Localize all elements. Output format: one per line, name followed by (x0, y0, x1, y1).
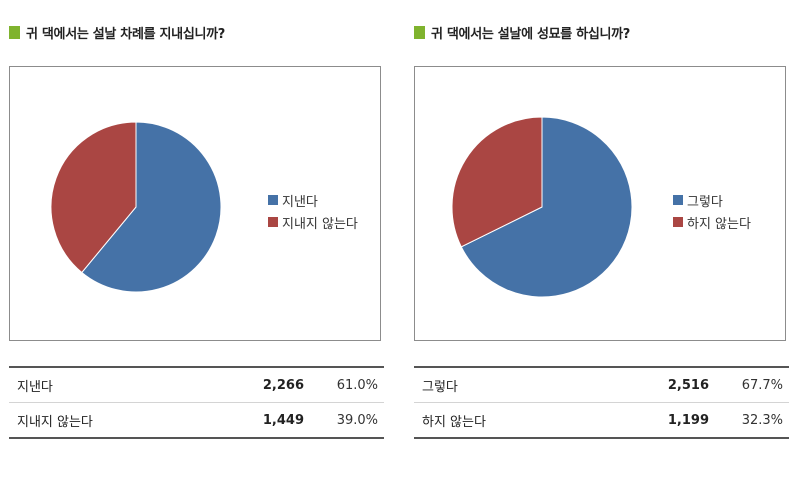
pie-slice-2 (451, 116, 543, 248)
row-percent: 67.7% (741, 377, 783, 393)
pie-slice-2 (50, 121, 137, 274)
pie-slice-1 (460, 116, 633, 298)
legend-label: 지내지 않는다 (282, 216, 358, 232)
row-count: 1,199 (667, 412, 709, 428)
row-label: 그렇다 (422, 379, 458, 395)
row-count: 1,449 (262, 412, 304, 428)
legend-swatch (268, 217, 278, 227)
chart-title-row: 귀 댁에서는 설날 차례를 지내십니까? (9, 23, 226, 42)
pie-chart-box: 지낸다 지내지 않는다 (9, 66, 381, 341)
title-marker-icon (9, 25, 20, 39)
legend-item: 지낸다 (268, 190, 358, 210)
row-label: 지내지 않는다 (17, 414, 93, 430)
data-table: 지낸다 2,266 61.0% 지내지 않는다 1,449 39.0% (9, 366, 384, 439)
chart-title-row: 귀 댁에서는 설날에 성묘를 하십니까? (414, 23, 631, 42)
legend-item: 지내지 않는다 (268, 212, 358, 232)
legend-swatch (673, 195, 683, 205)
chart-legend: 그렇다 하지 않는다 (673, 190, 751, 234)
pie-chart-box: 그렇다 하지 않는다 (414, 66, 786, 341)
data-table: 그렇다 2,516 67.7% 하지 않는다 1,199 32.3% (414, 366, 789, 439)
row-percent: 39.0% (336, 412, 378, 428)
table-row: 그렇다 2,516 67.7% (414, 368, 789, 402)
table-row: 지낸다 2,266 61.0% (9, 368, 384, 402)
table-row: 지내지 않는다 1,449 39.0% (9, 402, 384, 437)
pie-chart (451, 116, 633, 298)
chart-panel-ancestral-rites: 귀 댁에서는 설날 차례를 지내십니까? 지낸다 지내지 않는다 지낸다 2,2… (9, 0, 384, 484)
chart-panel-grave-visit: 귀 댁에서는 설날에 성묘를 하십니까? 그렇다 하지 않는다 그렇다 2,51… (414, 0, 789, 484)
pie-slice-1 (81, 121, 222, 293)
legend-swatch (673, 217, 683, 227)
row-label: 지낸다 (17, 379, 53, 395)
legend-item: 그렇다 (673, 190, 751, 210)
table-row: 하지 않는다 1,199 32.3% (414, 402, 789, 437)
row-count: 2,516 (667, 377, 709, 393)
row-percent: 32.3% (741, 412, 783, 428)
row-label: 하지 않는다 (422, 414, 486, 430)
legend-label: 하지 않는다 (687, 216, 751, 232)
chart-legend: 지낸다 지내지 않는다 (268, 190, 358, 234)
legend-label: 그렇다 (687, 194, 723, 210)
row-count: 2,266 (262, 377, 304, 393)
row-percent: 61.0% (336, 377, 378, 393)
chart-title: 귀 댁에서는 설날에 성묘를 하십니까? (431, 26, 631, 42)
pie-chart (50, 121, 222, 293)
legend-swatch (268, 195, 278, 205)
legend-item: 하지 않는다 (673, 212, 751, 232)
legend-label: 지낸다 (282, 194, 318, 210)
chart-title: 귀 댁에서는 설날 차례를 지내십니까? (26, 26, 226, 42)
title-marker-icon (414, 25, 425, 39)
